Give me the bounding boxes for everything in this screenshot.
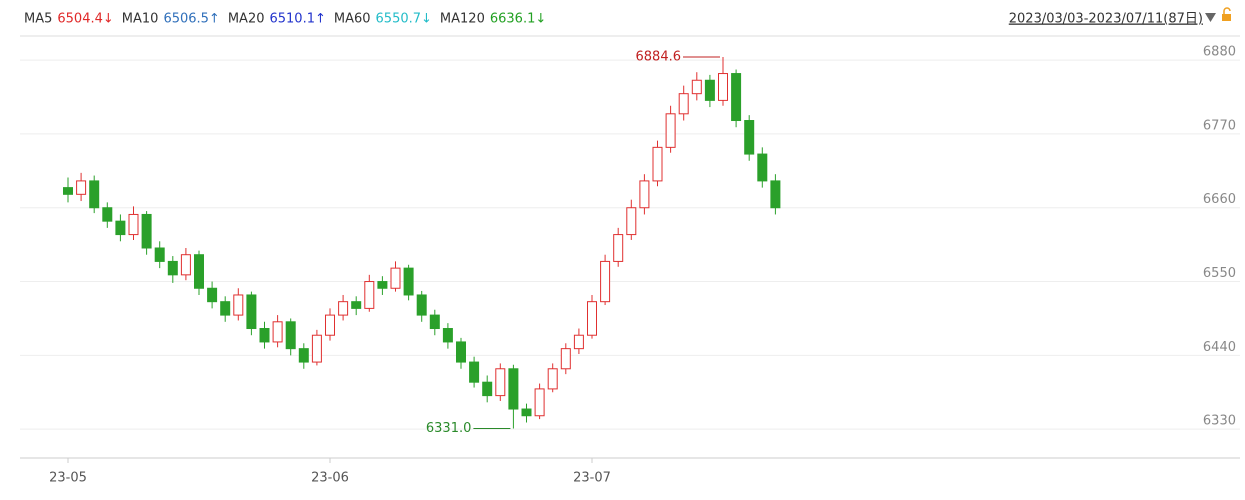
y-tick-label: 6440 bbox=[1203, 340, 1236, 355]
page: MA5 6504.4↓ MA10 6506.5↑ MA20 6510.1↑ MA60 6550… bbox=[0, 0, 1245, 500]
candle-body bbox=[273, 322, 282, 342]
candle-body bbox=[378, 282, 387, 289]
candle-body bbox=[221, 302, 230, 315]
high-label: 6884.6 bbox=[636, 50, 682, 65]
ma-value: 6504.4↓ bbox=[57, 12, 113, 27]
candle-body bbox=[391, 268, 400, 288]
ma-legend: MA5 6504.4↓ MA10 6506.5↑ MA20 6510.1↑ MA60 6550… bbox=[24, 12, 546, 27]
candle-body bbox=[168, 261, 177, 274]
candle-body bbox=[77, 181, 86, 194]
candle-body bbox=[443, 329, 452, 342]
candle-body bbox=[745, 121, 754, 155]
candle-body bbox=[103, 208, 112, 221]
candle-body bbox=[116, 221, 125, 234]
y-tick-label: 6330 bbox=[1203, 414, 1236, 429]
ma-value: 6510.1↑ bbox=[269, 12, 325, 27]
candle-body bbox=[758, 154, 767, 181]
candle-body bbox=[90, 181, 99, 208]
candle-body bbox=[509, 369, 518, 409]
candle-body bbox=[561, 349, 570, 369]
candle-body bbox=[365, 282, 374, 309]
low-label: 6331.0 bbox=[426, 421, 472, 436]
ma-value: 6506.5↑ bbox=[163, 12, 219, 27]
candle-body bbox=[286, 322, 295, 349]
candle-body bbox=[195, 255, 204, 289]
candle-body bbox=[679, 94, 688, 114]
candle-body bbox=[705, 80, 714, 100]
x-tick-label: 23-05 bbox=[49, 471, 87, 486]
candle-body bbox=[666, 114, 675, 148]
candle-body bbox=[522, 409, 531, 416]
ma-name: MA60 bbox=[334, 12, 371, 27]
candle-body bbox=[430, 315, 439, 328]
candle-body bbox=[588, 302, 597, 336]
candle-body bbox=[548, 369, 557, 389]
ma-value: 6636.1↓ bbox=[490, 12, 546, 27]
candle-body bbox=[496, 369, 505, 396]
candle-body bbox=[208, 288, 217, 301]
candle-body bbox=[457, 342, 466, 362]
ma-value: 6550.7↓ bbox=[376, 12, 432, 27]
candle-body bbox=[732, 74, 741, 121]
candle-body bbox=[692, 80, 701, 93]
candle-body bbox=[653, 147, 662, 181]
y-tick-label: 6880 bbox=[1203, 45, 1236, 60]
candle-body bbox=[312, 335, 321, 362]
candle-body bbox=[234, 295, 243, 315]
candle-body bbox=[129, 214, 138, 234]
x-tick-label: 23-06 bbox=[311, 471, 349, 486]
candle-body bbox=[339, 302, 348, 315]
candle-body bbox=[627, 208, 636, 235]
candle-body bbox=[64, 188, 73, 195]
candle-body bbox=[574, 335, 583, 348]
candle-body bbox=[771, 181, 780, 208]
candle-body bbox=[181, 255, 190, 275]
candle-body bbox=[417, 295, 426, 315]
ma-name: MA120 bbox=[440, 12, 485, 27]
candle-body bbox=[614, 235, 623, 262]
y-tick-label: 6660 bbox=[1203, 192, 1236, 207]
candle-body bbox=[155, 248, 164, 261]
candle-body bbox=[299, 349, 308, 362]
candle-body bbox=[601, 261, 610, 301]
lock-icon[interactable] bbox=[1222, 14, 1231, 21]
candle-body bbox=[260, 329, 269, 342]
candle-body bbox=[352, 302, 361, 309]
candle-body bbox=[326, 315, 335, 335]
candle-body bbox=[470, 362, 479, 382]
candle-body bbox=[404, 268, 413, 295]
candle-body bbox=[483, 382, 492, 395]
date-range[interactable]: 2023/03/03-2023/07/11(87日) bbox=[1009, 12, 1203, 27]
ma-name: MA10 bbox=[122, 12, 159, 27]
x-tick-label: 23-07 bbox=[573, 471, 611, 486]
candle-body bbox=[640, 181, 649, 208]
ma-name: MA5 bbox=[24, 12, 52, 27]
candle-body bbox=[535, 389, 544, 416]
candle-body bbox=[719, 74, 728, 101]
candle-body bbox=[142, 214, 151, 248]
ma-name: MA20 bbox=[228, 12, 265, 27]
y-tick-label: 6550 bbox=[1203, 266, 1236, 281]
y-tick-label: 6770 bbox=[1203, 118, 1236, 133]
candle-body bbox=[247, 295, 256, 329]
chart: MA5 6504.4↓ MA10 6506.5↑ MA20 6510.1↑ MA60 6550… bbox=[0, 0, 1245, 496]
